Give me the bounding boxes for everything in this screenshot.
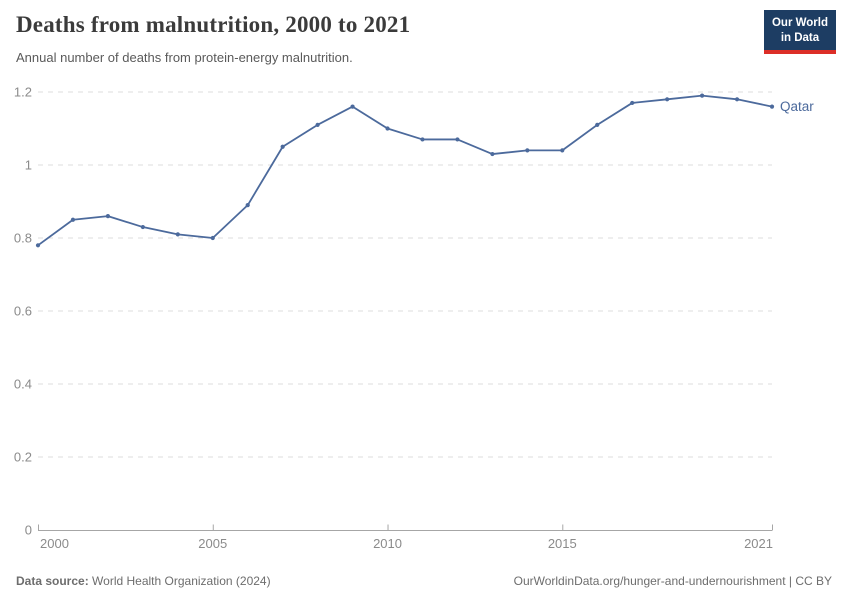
data-point-marker[interactable]	[385, 126, 390, 131]
data-point-marker[interactable]	[315, 122, 320, 127]
data-point-marker[interactable]	[280, 144, 285, 149]
chart-footer: Data source: World Health Organization (…	[16, 574, 832, 588]
data-point-marker[interactable]	[595, 122, 600, 127]
data-point-marker[interactable]	[140, 224, 145, 230]
data-point-marker[interactable]	[490, 151, 495, 157]
page-title: Deaths from malnutrition, 2000 to 2021	[16, 12, 411, 37]
y-axis-tick-label: 0.2	[14, 450, 32, 465]
datasource-label: Data source:	[16, 574, 89, 588]
y-axis-tick-label: 0.8	[14, 231, 32, 246]
x-axis-tick-label: 2021	[744, 536, 773, 551]
y-axis-tick-label: 1	[25, 158, 32, 173]
datasource-value: World Health Organization (2024)	[92, 574, 271, 588]
owid-logo-line1: Our World	[771, 17, 828, 29]
y-axis-tick-label: 0.6	[14, 304, 32, 319]
data-point-marker[interactable]	[175, 232, 180, 237]
owid-logo-line2: in Data	[780, 31, 820, 44]
chart-subtitle: Annual number of deaths from protein-ene…	[16, 50, 353, 65]
line-series[interactable]	[37, 94, 773, 247]
x-axis-tick-label: 2015	[548, 536, 577, 551]
x-axis-tick-label: 2000	[40, 536, 69, 551]
data-point-marker[interactable]	[769, 104, 775, 109]
data-point-marker[interactable]	[665, 97, 670, 102]
y-axis-tick-label: 0	[25, 523, 32, 538]
data-point-marker[interactable]	[210, 235, 215, 241]
data-point-marker[interactable]	[560, 148, 565, 153]
y-axis-tick-label: 0.4	[14, 377, 32, 392]
owid-logo[interactable]: Our World in Data	[763, 10, 836, 54]
x-axis-tick-label: 2010	[373, 536, 402, 551]
data-point-marker[interactable]	[734, 97, 740, 102]
data-point-marker[interactable]	[35, 243, 41, 248]
data-point-marker[interactable]	[70, 217, 76, 222]
series-end-label[interactable]: Qatar	[780, 99, 814, 114]
data-point-marker[interactable]	[105, 214, 111, 219]
data-point-marker[interactable]	[525, 148, 530, 153]
data-point-marker[interactable]	[420, 137, 425, 142]
chart-svg[interactable]: 0 0.2 0.4 0.6 0.8 1 1.2 2000 2005 2010 2015 2021 Qat…	[0, 80, 850, 560]
data-point-marker[interactable]	[630, 100, 635, 106]
y-axis-tick-label: 1.2	[14, 85, 32, 100]
attribution-link[interactable]: OurWorldinData.org/hunger-and-undernouri…	[513, 574, 832, 588]
data-point-marker[interactable]	[245, 203, 250, 208]
datasource-note: Data source: World Health Organization (…	[16, 574, 271, 588]
data-point-marker[interactable]	[699, 93, 705, 98]
data-point-marker[interactable]	[455, 137, 460, 142]
data-point-marker[interactable]	[350, 104, 355, 109]
x-axis-tick-label: 2005	[198, 536, 227, 551]
